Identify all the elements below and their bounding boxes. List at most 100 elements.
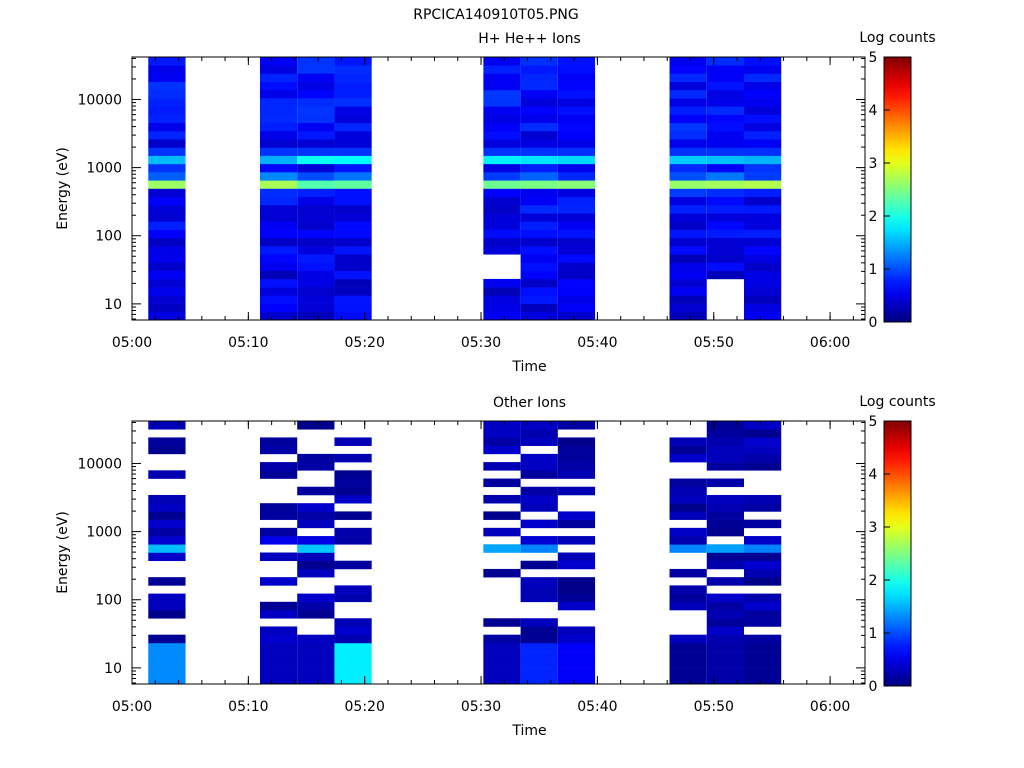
heatmap-cell (297, 221, 335, 230)
heatmap-cell (483, 196, 521, 206)
heatmap-cell (520, 89, 558, 99)
colorbar-tick-label: 0 (869, 315, 878, 331)
heatmap-cell (259, 237, 298, 247)
heatmap-cell (520, 486, 558, 496)
heatmap-cell (334, 453, 372, 463)
heatmap-cell (148, 270, 186, 280)
heatmap-cell (334, 196, 372, 206)
heatmap-cell (148, 675, 186, 685)
heatmap-cell (669, 593, 707, 603)
heatmap-cell (557, 246, 596, 255)
heatmap-cell (148, 610, 186, 619)
x-tick-label: 05:20 (345, 699, 385, 715)
x-tick-label: 05:30 (461, 699, 501, 715)
heatmap-cell (297, 610, 335, 619)
heatmap-cell (744, 494, 782, 504)
heatmap-cell (744, 552, 782, 562)
heatmap-cell (334, 65, 372, 74)
heatmap-cell (297, 560, 335, 570)
heatmap-cell (297, 287, 335, 296)
heatmap-cell (520, 544, 558, 553)
heatmap-cell (483, 163, 521, 173)
heatmap-cell (706, 527, 744, 537)
heatmap-cell (520, 163, 558, 173)
heatmap-cell (297, 552, 335, 562)
heatmap-cell (259, 601, 298, 611)
heatmap-cell (557, 552, 596, 562)
heatmap-cell (706, 229, 744, 239)
x-axis-label: Time (511, 723, 546, 739)
heatmap-cell (148, 527, 186, 537)
heatmap-cell (297, 295, 335, 304)
heatmap-cell (557, 221, 596, 230)
heatmap-cell (148, 511, 186, 520)
heatmap-cell (706, 634, 744, 644)
heatmap-cell (334, 172, 372, 181)
heatmap-cell (744, 618, 782, 627)
heatmap-cell (148, 295, 186, 304)
heatmap-cell (483, 295, 521, 304)
heatmap-cell (297, 421, 335, 430)
heatmap-cell (744, 98, 782, 107)
heatmap-cell (334, 626, 372, 635)
heatmap-cell (520, 585, 558, 594)
heatmap-cell (520, 98, 558, 107)
heatmap-cell (483, 527, 521, 537)
heatmap-cell (706, 601, 744, 611)
heatmap-cell (706, 453, 744, 463)
heatmap-cell (483, 180, 521, 189)
heatmap-cell (557, 114, 596, 124)
colorbar-tick-label: 5 (869, 50, 878, 66)
heatmap-cell (557, 675, 596, 685)
heatmap-cell (334, 139, 372, 148)
heatmap-cell (297, 486, 335, 496)
y-tick-label: 10000 (77, 456, 122, 472)
x-tick-label: 05:50 (694, 699, 734, 715)
heatmap-cell (669, 659, 707, 668)
heatmap-cell (483, 98, 521, 107)
heatmap-cell (148, 246, 186, 255)
heatmap-cell (259, 667, 298, 677)
heatmap-cell (520, 147, 558, 156)
heatmap-cell (297, 155, 335, 165)
heatmap-cell (483, 544, 521, 553)
x-tick-label: 06:00 (810, 699, 850, 715)
heatmap-cell (669, 651, 707, 660)
heatmap-cell (483, 114, 521, 124)
heatmap-cell (297, 642, 335, 652)
heatmap-cell (520, 494, 558, 504)
heatmap-cell (483, 172, 521, 181)
heatmap-cell (148, 237, 186, 247)
heatmap-cell (706, 675, 744, 685)
heatmap-cell (557, 303, 596, 313)
heatmap-cell (483, 651, 521, 660)
heatmap-cell (744, 453, 782, 463)
heatmap-cell (483, 213, 521, 222)
heatmap-cell (148, 667, 186, 677)
heatmap-cell (297, 122, 335, 132)
heatmap-cell (669, 503, 707, 512)
heatmap-cell (706, 503, 744, 512)
heatmap-cell (706, 511, 744, 520)
heatmap-cell (669, 196, 707, 206)
heatmap-cell (520, 634, 558, 644)
heatmap-cell (520, 503, 558, 512)
heatmap-cell (334, 642, 372, 652)
heatmap-cell (557, 188, 596, 198)
heatmap-cell (259, 626, 298, 635)
heatmap-cell (148, 503, 186, 512)
heatmap-cell (520, 237, 558, 247)
heatmap-cell (520, 560, 558, 570)
heatmap-cell (706, 122, 744, 132)
heatmap-cell (557, 270, 596, 280)
heatmap-cell (557, 139, 596, 148)
y-tick-label: 1000 (86, 525, 122, 541)
heatmap-cell (706, 155, 744, 165)
heatmap-cell (557, 311, 596, 321)
heatmap-cell (520, 246, 558, 255)
heatmap-cell (334, 675, 372, 685)
heatmap-cell (148, 651, 186, 660)
heatmap-cell (669, 81, 707, 91)
heatmap-cell (297, 139, 335, 148)
